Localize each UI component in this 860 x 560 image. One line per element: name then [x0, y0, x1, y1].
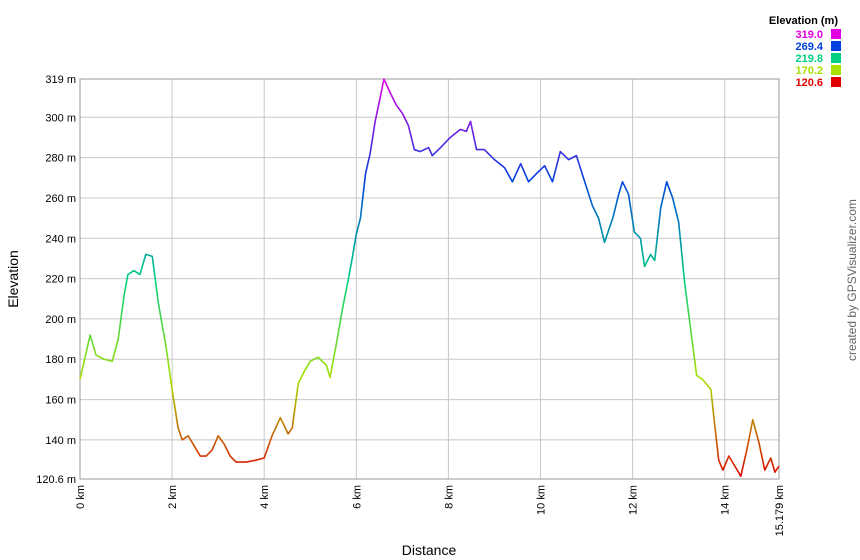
elevation-line — [79, 78, 780, 477]
credit: created by GPSVisualizer.com — [845, 199, 859, 361]
legend-label: 269.4 — [795, 41, 823, 53]
y-tick-label: 240 m — [45, 233, 76, 245]
y-tick-label: 160 m — [45, 395, 76, 407]
legend-title: Elevation (m) — [769, 15, 838, 27]
y-tick-label: 260 m — [45, 193, 76, 205]
y-axis-label: Elevation — [5, 250, 21, 308]
legend-label: 319.0 — [795, 29, 823, 41]
legend-swatch — [831, 65, 841, 75]
y-tick-label: 120.6 m — [36, 474, 76, 486]
y-tick-label: 200 m — [45, 314, 76, 326]
legend-swatch — [831, 53, 841, 63]
legend-label: 120.6 — [795, 77, 823, 89]
legend-swatch — [831, 41, 841, 51]
x-tick-label: 12 km — [628, 485, 640, 515]
x-tick-label: 15.179 km — [774, 485, 786, 536]
y-tick-label: 140 m — [45, 435, 76, 447]
y-tick-label: 220 m — [45, 274, 76, 286]
x-tick-label: 14 km — [720, 485, 732, 515]
x-tick-label: 4 km — [259, 485, 271, 509]
x-tick-label: 6 km — [351, 485, 363, 509]
x-axis-label: Distance — [402, 542, 457, 558]
x-tick-label: 0 km — [75, 485, 87, 509]
y-tick-label: 319 m — [45, 74, 76, 86]
plot-border — [79, 78, 780, 480]
legend-swatch — [831, 77, 841, 87]
y-tick-label: 180 m — [45, 354, 76, 366]
legend-swatch — [831, 29, 841, 39]
x-tick-label: 2 km — [167, 485, 179, 509]
legend-label: 170.2 — [795, 65, 823, 77]
legend-label: 219.8 — [795, 53, 823, 65]
y-tick-label: 300 m — [45, 112, 76, 124]
x-tick-label: 10 km — [536, 485, 548, 515]
y-tick-label: 280 m — [45, 153, 76, 165]
x-tick-label: 8 km — [443, 485, 455, 509]
